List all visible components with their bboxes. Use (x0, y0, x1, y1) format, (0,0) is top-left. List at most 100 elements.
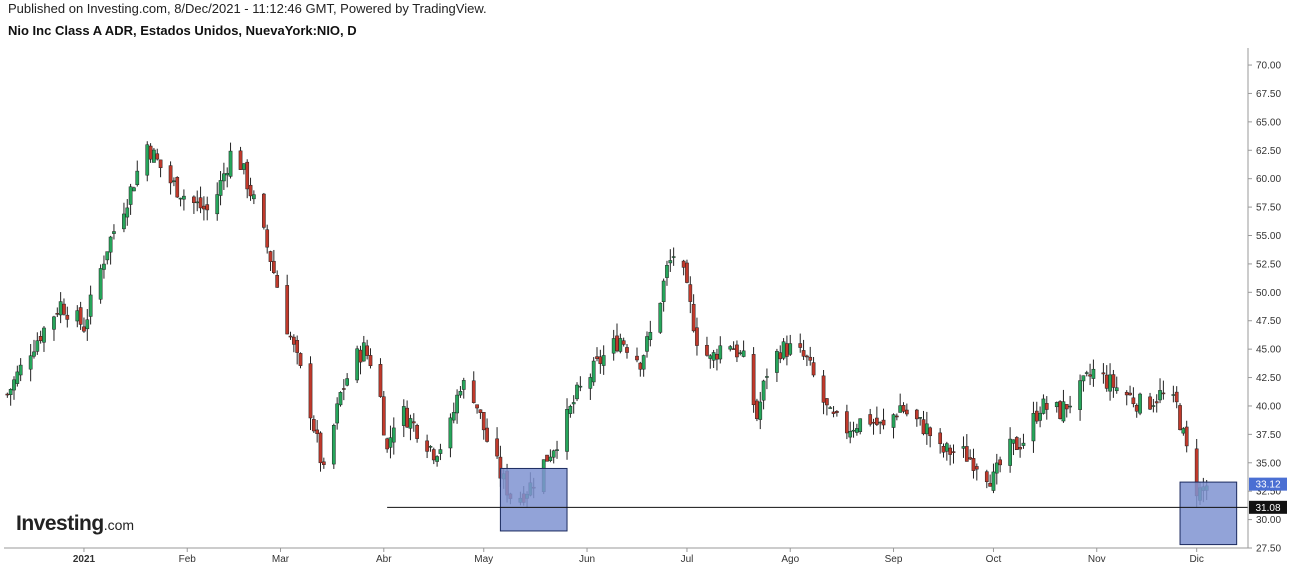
candle-body (388, 437, 393, 448)
candle-body (575, 384, 579, 400)
candle-body (921, 419, 926, 435)
price-tags: 33.12 31.08 (1249, 477, 1287, 514)
candle-body (1008, 438, 1012, 466)
candle-body (168, 165, 173, 184)
candle-body (82, 326, 86, 332)
time-tick-label: Abr (376, 554, 392, 565)
candle-body (385, 438, 389, 450)
candle-body (42, 327, 46, 343)
candle-body (335, 403, 340, 424)
price-tick-label: 37.50 (1256, 430, 1281, 441)
candle-body (1014, 437, 1019, 451)
support-tag-label: 31.08 (1255, 503, 1280, 514)
candle-body (495, 438, 499, 457)
candle-body (1184, 426, 1189, 447)
candle-body (898, 405, 903, 413)
candle-body (1134, 404, 1139, 412)
candle-body (331, 425, 336, 465)
time-tick-label: Oct (986, 554, 1002, 565)
candle-body (18, 364, 23, 376)
candle-body (1111, 374, 1116, 388)
candle-body (968, 457, 972, 460)
candle-body (128, 186, 133, 205)
candle-body (148, 145, 153, 160)
price-tick-label: 30.00 (1256, 515, 1281, 526)
candle-body (1084, 372, 1089, 374)
candle-body (555, 449, 559, 451)
candle-body (691, 303, 696, 332)
candle-body (1091, 368, 1096, 379)
candle-body (448, 417, 453, 449)
candle-body (8, 389, 13, 395)
candle-body (998, 459, 1002, 466)
price-tick-label: 57.50 (1256, 203, 1281, 214)
candle-body (1108, 374, 1112, 392)
candle-body (145, 144, 150, 176)
zones-layer (499, 467, 1238, 546)
candle-body (108, 236, 113, 253)
candle-body (658, 302, 663, 333)
candle-body (761, 380, 766, 401)
candle-body (205, 204, 210, 211)
candle-body (1154, 401, 1159, 404)
candle-body (112, 231, 116, 234)
candle-body (228, 150, 233, 177)
candle-body (695, 327, 699, 346)
candle-body (158, 159, 163, 169)
candle-body (485, 427, 489, 442)
candle-body (788, 343, 793, 355)
candle-body (308, 363, 313, 419)
candle-body (825, 398, 829, 406)
candle-body (408, 418, 413, 429)
candle-body (1078, 380, 1082, 410)
candle-body (1114, 387, 1119, 392)
candle-body (62, 303, 66, 315)
candle-body (738, 352, 743, 354)
candle-body (811, 362, 816, 376)
candle-body (1011, 439, 1016, 444)
candle-body (924, 423, 929, 435)
candle-body (571, 402, 576, 405)
candle-body (275, 275, 280, 288)
candle-body (961, 446, 966, 449)
candle-body (785, 343, 789, 357)
candle-body (758, 401, 763, 420)
time-tick-label: May (474, 554, 493, 565)
candle-body (895, 415, 899, 418)
candle-body (741, 350, 746, 357)
candle-body (618, 338, 623, 352)
candle-body (718, 345, 723, 360)
candle-body (781, 341, 786, 359)
candle-body (918, 417, 923, 419)
candle-body (471, 380, 476, 403)
candle-body (438, 449, 443, 454)
candle-body (661, 280, 666, 302)
candle-body (218, 180, 223, 196)
candle-body (361, 342, 366, 362)
candle-body (868, 414, 873, 425)
candle-body (601, 355, 606, 366)
candle-body (1181, 428, 1186, 434)
candle-body (431, 449, 436, 461)
candles-layer (5, 141, 1209, 508)
candle-body (1128, 392, 1132, 396)
candle-body (971, 458, 976, 471)
candle-body (801, 350, 806, 357)
candle-body (295, 340, 300, 353)
candle-body (1138, 393, 1142, 414)
candle-body (731, 348, 736, 350)
candle-body (878, 421, 883, 424)
candle-body (245, 161, 250, 190)
logo-word: Investing (16, 512, 104, 535)
candle-body (5, 393, 10, 396)
candle-body (991, 471, 996, 491)
candle-body (728, 346, 733, 350)
candle-body (1041, 398, 1046, 414)
candle-body (951, 451, 956, 453)
time-tick-label: Dic (1189, 554, 1203, 565)
candle-body (182, 195, 186, 200)
candle-body (65, 314, 70, 320)
candle-body (311, 419, 316, 432)
candle-body (821, 375, 826, 403)
